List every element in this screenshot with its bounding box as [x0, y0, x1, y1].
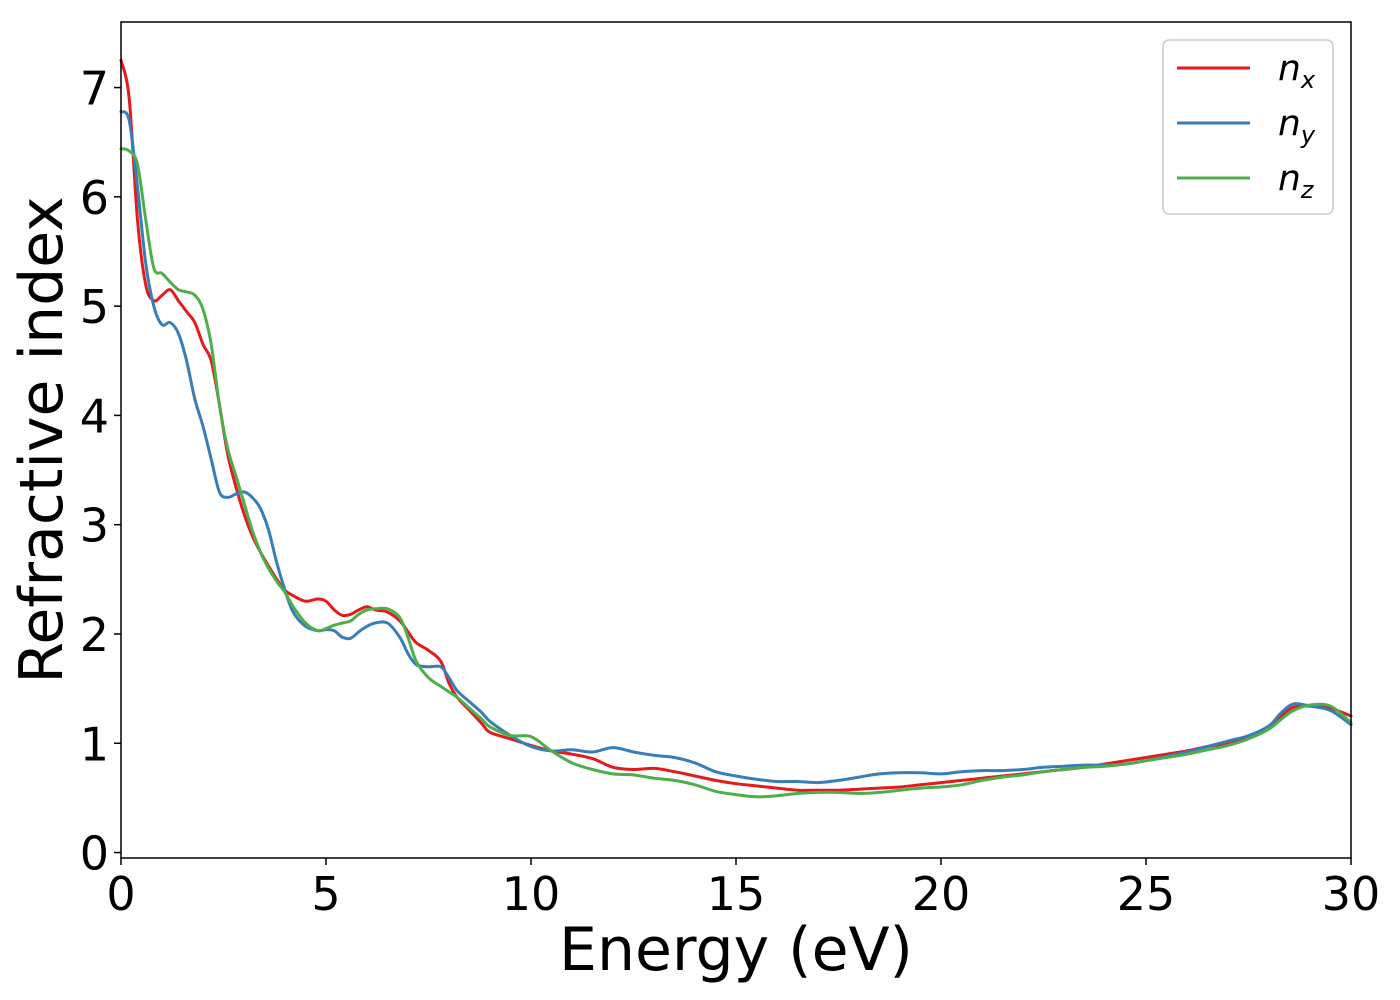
x-tick-label: 10: [502, 867, 561, 921]
x-tick-label: 0: [106, 867, 135, 921]
y-axis-title: Refractive index: [7, 196, 77, 683]
y-tick-label: 2: [80, 608, 109, 662]
x-axis: 0 5 10 15 20 25 30: [106, 858, 1380, 921]
legend-subscript: z: [1300, 176, 1315, 204]
y-axis: 0 1 2 3 4 5 6 7: [80, 62, 121, 881]
x-tick-label: 15: [707, 867, 766, 921]
x-tick-label: 5: [311, 867, 340, 921]
y-tick-label: 4: [80, 389, 109, 443]
y-tick-label: 7: [80, 62, 109, 116]
y-tick-label: 0: [80, 827, 109, 881]
y-tick-label: 3: [80, 499, 109, 553]
x-axis-title: Energy (eV): [559, 915, 913, 985]
x-tick-label: 25: [1117, 867, 1176, 921]
x-tick-label: 30: [1322, 867, 1381, 921]
y-tick-label: 6: [80, 171, 109, 225]
legend-subscript: x: [1300, 66, 1316, 94]
x-tick-label: 20: [912, 867, 971, 921]
legend-subscript: y: [1300, 121, 1316, 149]
series-layer: [119, 58, 1353, 799]
y-tick-label: 1: [80, 717, 109, 771]
legend-box: [1162, 39, 1334, 215]
y-tick-label: 5: [80, 280, 109, 334]
series-line-nz: [119, 147, 1353, 799]
